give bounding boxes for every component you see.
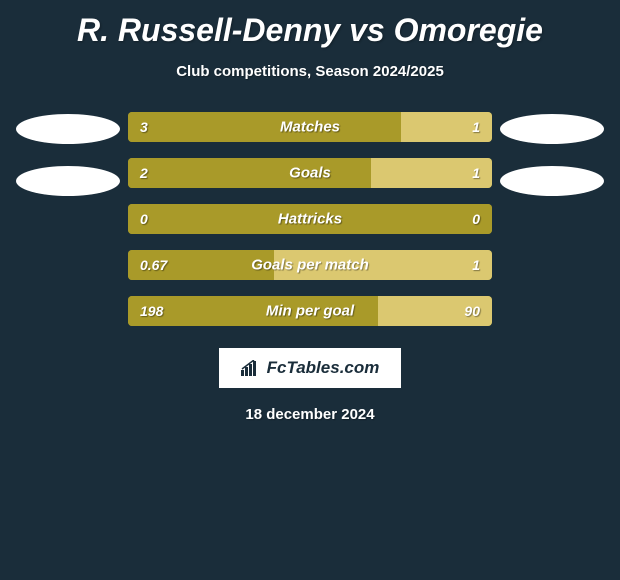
stat-row: 0.67 1 Goals per match — [128, 250, 492, 280]
logo-box: FcTables.com — [219, 348, 402, 388]
date-text: 18 december 2024 — [245, 406, 374, 423]
player-badge-left-2 — [16, 166, 120, 196]
chart-area: 3 1 Matches 2 1 Goals 0 0 Hattricks 0.67 1 Goals pe… — [0, 112, 620, 326]
stat-row: 198 90 Min per goal — [128, 296, 492, 326]
stat-row: 2 1 Goals — [128, 158, 492, 188]
bar-chart-icon — [241, 360, 261, 376]
stat-row: 0 0 Hattricks — [128, 204, 492, 234]
stat-value-left: 2 — [140, 165, 148, 181]
badges-right — [492, 112, 612, 196]
stat-value-right: 90 — [464, 303, 480, 319]
stat-value-right: 1 — [472, 119, 480, 135]
stat-row: 3 1 Matches — [128, 112, 492, 142]
player-badge-right-2 — [500, 166, 604, 196]
stat-value-left: 3 — [140, 119, 148, 135]
stat-value-right: 1 — [472, 165, 480, 181]
subtitle: Club competitions, Season 2024/2025 — [176, 63, 444, 80]
stat-label: Hattricks — [278, 211, 342, 228]
bars-column: 3 1 Matches 2 1 Goals 0 0 Hattricks 0.67 1 Goals pe… — [128, 112, 492, 326]
stat-value-left: 0 — [140, 211, 148, 227]
stat-value-right: 0 — [472, 211, 480, 227]
stat-label: Goals — [289, 165, 331, 182]
bar-left — [128, 158, 371, 188]
comparison-container: R. Russell-Denny vs Omoregie Club compet… — [0, 0, 620, 580]
page-title: R. Russell-Denny vs Omoregie — [77, 12, 543, 49]
stat-value-right: 1 — [472, 257, 480, 273]
stat-label: Goals per match — [251, 257, 369, 274]
bar-left — [128, 112, 401, 142]
stat-label: Min per goal — [266, 303, 354, 320]
badges-left — [8, 112, 128, 196]
player-badge-right-1 — [500, 114, 604, 144]
logo-text: FcTables.com — [267, 358, 380, 378]
player-badge-left-1 — [16, 114, 120, 144]
stat-value-left: 0.67 — [140, 257, 167, 273]
stat-label: Matches — [280, 119, 340, 136]
stat-value-left: 198 — [140, 303, 163, 319]
